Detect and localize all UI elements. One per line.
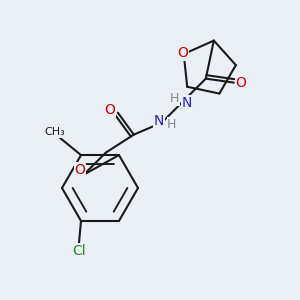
Text: Cl: Cl [72, 244, 86, 258]
Text: H: H [170, 92, 179, 105]
Text: O: O [236, 76, 246, 90]
Text: CH₃: CH₃ [45, 127, 65, 137]
Text: N: N [182, 96, 192, 110]
Text: O: O [177, 46, 188, 60]
Text: N: N [154, 114, 164, 128]
Text: H: H [167, 118, 176, 131]
Text: O: O [104, 103, 115, 117]
Text: O: O [74, 163, 85, 177]
